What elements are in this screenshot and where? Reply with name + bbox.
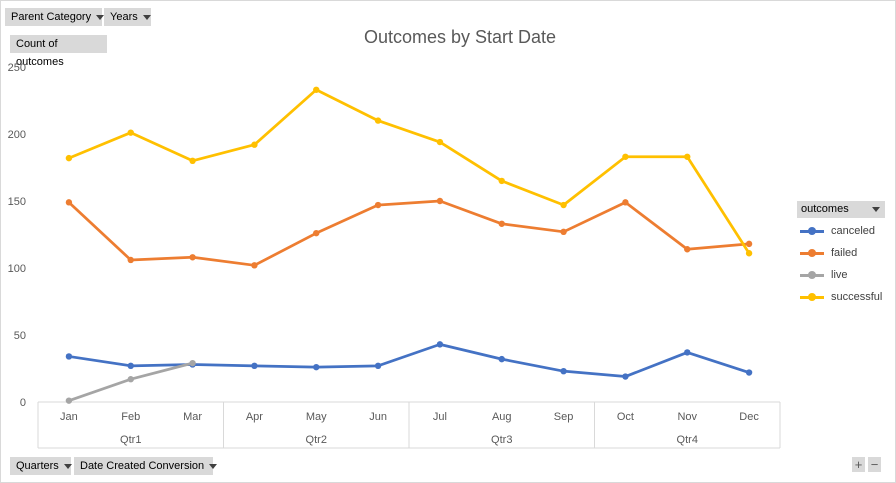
series-line-canceled [67, 343, 751, 378]
data-point-failed [313, 229, 320, 237]
data-point-failed [684, 246, 691, 253]
legend-marker [808, 249, 816, 257]
value-field-label: Count of outcomes [16, 38, 64, 68]
group-label: Qtr2 [306, 434, 327, 446]
series-layer [65, 86, 753, 404]
data-point-successful [560, 201, 567, 209]
group-label: Qtr1 [120, 434, 141, 446]
data-point-canceled [251, 362, 258, 370]
collapse-minus-button[interactable]: − [868, 457, 881, 472]
value-field-button[interactable]: Count of outcomes [10, 35, 107, 68]
x-tick-label: Jul [433, 411, 447, 423]
data-point-failed [560, 228, 567, 236]
data-point-successful [127, 129, 134, 136]
legend-label: canceled [831, 225, 876, 237]
data-point-successful [622, 153, 629, 160]
dropdown-arrow-icon [142, 14, 151, 20]
x-tick-label: Nov [677, 411, 697, 423]
data-point-live [127, 376, 134, 383]
data-point-live [65, 397, 73, 404]
legend-marker [808, 293, 816, 301]
dropdown-arrow-icon [96, 14, 105, 20]
x-tick-label: Mar [183, 411, 202, 423]
dropdown-arrow-icon [63, 463, 72, 469]
legend-field-label: outcomes [801, 203, 849, 215]
legend-marker [808, 271, 816, 279]
data-point-failed [251, 262, 258, 269]
y-tick-label: 150 [8, 196, 26, 208]
data-point-canceled [313, 363, 320, 371]
quarters-filter-label: Quarters [16, 460, 59, 472]
data-point-canceled [127, 362, 134, 370]
x-tick-label: Oct [617, 411, 634, 423]
x-tick-label: Jan [60, 411, 78, 423]
years-filter-button[interactable]: Years [104, 8, 151, 26]
legend-label: successful [831, 291, 883, 303]
years-filter-label: Years [110, 11, 138, 23]
x-tick-label: Dec [739, 411, 759, 423]
data-point-successful [436, 138, 444, 146]
data-point-canceled [436, 341, 444, 348]
parent-category-filter-label: Parent Category [11, 11, 92, 23]
data-point-failed [374, 201, 382, 209]
data-point-live [189, 359, 196, 367]
series-line-successful [67, 88, 751, 255]
data-point-successful [684, 153, 691, 160]
data-point-canceled [374, 362, 382, 370]
data-point-failed [127, 256, 134, 264]
data-point-canceled [684, 349, 691, 356]
data-point-canceled [498, 355, 505, 363]
chart-title: Outcomes by Start Date [363, 27, 557, 47]
x-tick-label: May [306, 411, 327, 423]
series-line-failed [67, 199, 751, 267]
legend-marker [808, 227, 816, 235]
legend-label: live [831, 269, 848, 281]
data-point-failed [436, 197, 444, 205]
data-point-canceled [745, 369, 753, 376]
y-tick-label: 250 [8, 62, 26, 74]
y-tick-label: 0 [20, 397, 26, 409]
data-point-failed [189, 254, 196, 261]
quarters-filter-button[interactable]: Quarters [10, 457, 72, 475]
data-point-canceled [622, 373, 629, 380]
data-point-successful [745, 250, 753, 257]
x-tick-label: Feb [121, 411, 140, 423]
x-tick-label: Apr [246, 411, 263, 423]
y-tick-label: 50 [14, 330, 26, 342]
dropdown-arrow-icon [209, 463, 218, 469]
data-point-failed [498, 220, 505, 227]
y-tick-label: 200 [8, 129, 26, 141]
data-point-successful [313, 86, 320, 93]
axis-layer: 0 50 100 150 200 250 Jan Feb Mar Apr May Jun Jul Aug S… [8, 62, 781, 449]
data-point-failed [65, 199, 73, 206]
date-created-conversion-filter-button[interactable]: Date Created Conversion [74, 457, 218, 475]
y-tick-label: 100 [8, 263, 26, 275]
x-tick-label: Jun [369, 411, 387, 423]
data-point-failed [745, 240, 753, 248]
data-point-canceled [560, 367, 567, 375]
data-point-failed [622, 199, 629, 206]
data-point-successful [374, 117, 382, 124]
data-point-successful [189, 157, 196, 164]
x-tick-label: Sep [554, 411, 574, 423]
data-point-successful [251, 141, 258, 148]
expand-plus-button[interactable]: + [852, 457, 865, 472]
data-point-successful [65, 154, 73, 162]
data-point-canceled [65, 353, 73, 360]
parent-category-filter-button[interactable]: Parent Category [5, 8, 105, 26]
group-label: Qtr3 [491, 434, 512, 446]
data-point-successful [498, 177, 505, 185]
group-label: Qtr4 [677, 434, 698, 446]
legend-label: failed [831, 247, 858, 259]
dropdown-arrow-icon [872, 207, 880, 212]
date-created-conversion-filter-label: Date Created Conversion [80, 460, 205, 472]
x-tick-label: Aug [492, 411, 512, 423]
legend-field-button[interactable]: outcomes [797, 201, 885, 218]
